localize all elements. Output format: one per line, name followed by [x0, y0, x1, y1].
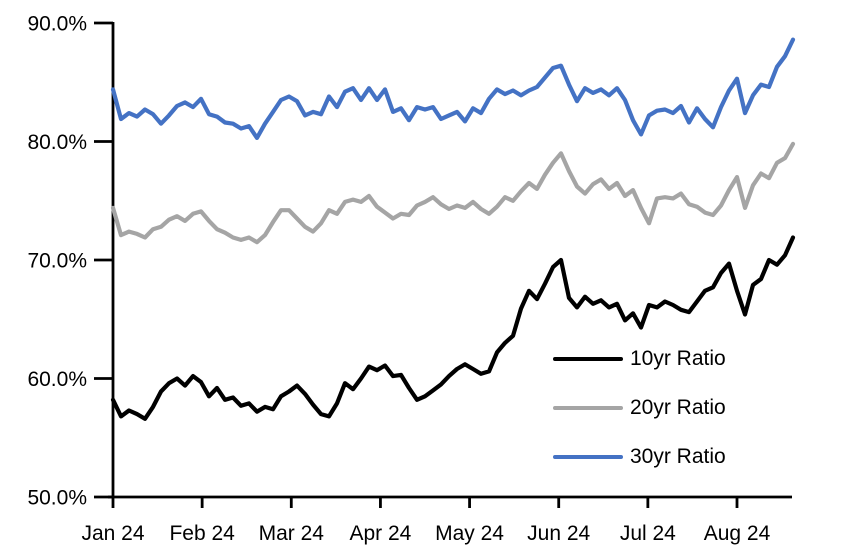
legend-item-20yr-ratio: 20yr Ratio — [553, 383, 726, 432]
legend-swatch-30yr-icon — [553, 454, 623, 459]
x-tick-label: Mar 24 — [259, 522, 325, 545]
y-tick-label: 80.0% — [27, 131, 87, 154]
x-tick-label: May 24 — [435, 522, 504, 545]
series-line-30yr-ratio — [110, 37, 796, 140]
y-tick-label: 60.0% — [27, 368, 87, 391]
chart-legend: 10yr Ratio 20yr Ratio 30yr Ratio — [553, 334, 726, 481]
x-tick-label: Jan 24 — [81, 522, 144, 545]
y-tick-label: 50.0% — [27, 487, 87, 510]
x-tick-label: Aug 24 — [704, 522, 771, 545]
legend-swatch-10yr-icon — [553, 356, 623, 361]
series-line-20yr-ratio — [110, 141, 796, 245]
legend-item-30yr-ratio: 30yr Ratio — [553, 432, 726, 481]
x-tick-label: Jul 24 — [620, 522, 676, 545]
y-tick-label: 70.0% — [27, 250, 87, 273]
legend-swatch-20yr-icon — [553, 405, 623, 410]
series-line-10yr-ratio — [110, 235, 796, 421]
y-tick-label: 90.0% — [27, 13, 87, 36]
legend-label-10yr: 10yr Ratio — [630, 346, 726, 370]
legend-label-20yr: 20yr Ratio — [630, 395, 726, 419]
x-tick-label: Apr 24 — [349, 522, 411, 545]
x-tick-label: Jun 24 — [527, 522, 590, 545]
legend-label-30yr: 30yr Ratio — [630, 444, 726, 468]
legend-item-10yr-ratio: 10yr Ratio — [553, 334, 726, 383]
x-tick-label: Feb 24 — [169, 522, 235, 545]
